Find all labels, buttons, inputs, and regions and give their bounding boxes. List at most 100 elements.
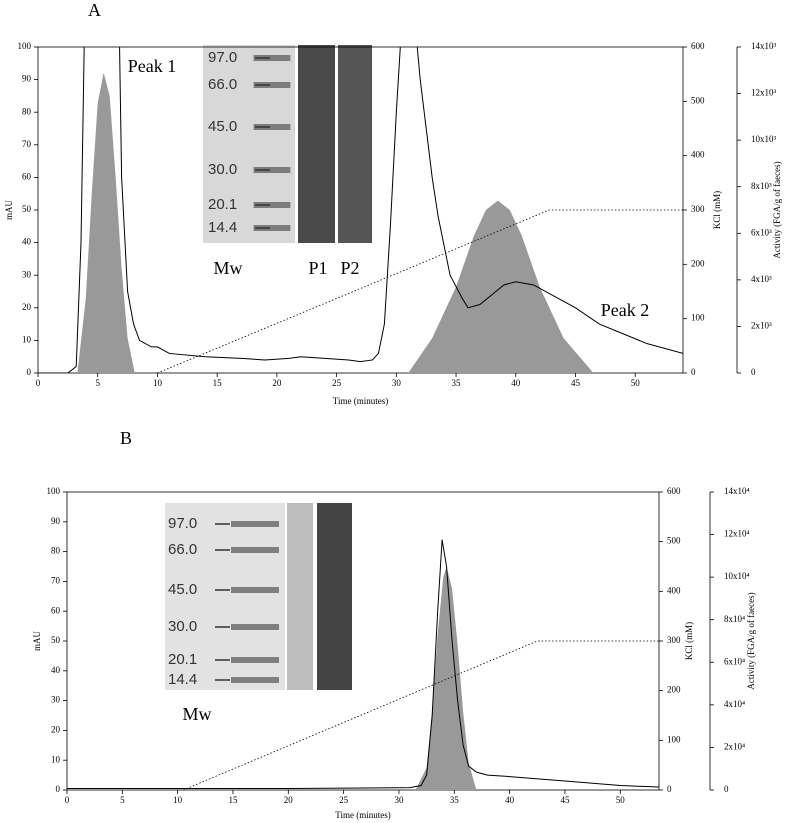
- x-tick-label: 40: [505, 795, 515, 805]
- y2-tick-label: 300: [667, 635, 681, 645]
- y-tick-label: 50: [22, 204, 32, 214]
- absorbance-line: [38, 47, 683, 373]
- y-tick-label: 10: [51, 754, 61, 764]
- gel-lane: [298, 45, 335, 243]
- y3-tick-label: 2x10⁴: [724, 741, 745, 751]
- x-tick-label: 35: [452, 378, 462, 388]
- x-tick-label: 40: [511, 378, 521, 388]
- panel-label: B: [120, 428, 132, 448]
- y3-tick-label: 4x10³: [751, 274, 772, 284]
- gel-marker-label: 14.4: [208, 219, 237, 236]
- y3-axis-title: Activity (FGA/g of faeces): [772, 161, 782, 258]
- y-tick-label: 40: [22, 237, 32, 247]
- x-tick-label: 0: [36, 378, 41, 388]
- y3-tick-label: 0: [751, 367, 756, 377]
- y2-tick-label: 0: [667, 784, 672, 794]
- y2-axis-title: KCl (mM): [712, 191, 722, 229]
- x-tick-label: 10: [153, 378, 163, 388]
- x-tick-label: 35: [450, 795, 460, 805]
- y2-tick-label: 200: [691, 258, 705, 268]
- gel-lane-label: P1: [308, 258, 327, 278]
- y2-tick-label: 600: [667, 486, 681, 496]
- y-tick-label: 30: [51, 695, 61, 705]
- gel-lane: [338, 45, 372, 243]
- y3-tick-label: 8x10³: [751, 181, 772, 191]
- y-tick-label: 80: [22, 106, 32, 116]
- gel-lane-label: Mw: [182, 704, 211, 724]
- x-tick-label: 25: [339, 795, 349, 805]
- y3-tick-label: 14x10⁴: [724, 486, 750, 496]
- x-tick-label: 30: [392, 378, 402, 388]
- y-tick-label: 20: [51, 724, 61, 734]
- y-tick-label: 70: [51, 575, 61, 585]
- y2-tick-label: 100: [667, 734, 681, 744]
- gel-band: [231, 677, 279, 683]
- gel-band: [231, 657, 279, 663]
- y3-tick-label: 14x10³: [751, 41, 777, 51]
- gel-band: [253, 82, 291, 88]
- gel-band: [253, 167, 291, 173]
- y3-tick-label: 10x10⁴: [724, 571, 750, 581]
- gel-lane: [203, 45, 295, 243]
- x-tick-label: 5: [95, 378, 100, 388]
- gel-marker-label: 30.0: [208, 161, 237, 178]
- absorbance-line: [67, 539, 659, 790]
- y-tick-label: 70: [22, 139, 32, 149]
- plot-area: [38, 47, 683, 373]
- gel-marker-label: 45.0: [168, 581, 197, 598]
- gel-lane-label: P2: [340, 258, 359, 278]
- plot-area: [67, 539, 659, 790]
- y-tick-label: 100: [18, 41, 32, 51]
- gel-band: [253, 55, 291, 61]
- gel-marker-label: 14.4: [168, 671, 197, 688]
- gel-marker-label: 97.0: [208, 49, 237, 66]
- x-tick-label: 50: [631, 378, 641, 388]
- y2-tick-label: 100: [691, 313, 705, 323]
- gel-band: [253, 124, 291, 130]
- gel-lane-label: Mw: [213, 258, 242, 278]
- x-tick-label: 0: [65, 795, 70, 805]
- y3-axis-title: Activity (FGA/g of faeces): [746, 592, 756, 689]
- x-axis-title: Time (minutes): [333, 396, 388, 406]
- y3-tick-label: 0: [724, 784, 729, 794]
- y-axis-title: mAU: [32, 631, 42, 652]
- y2-tick-label: 400: [691, 150, 705, 160]
- x-tick-label: 30: [394, 795, 404, 805]
- gel-marker-label: 45.0: [208, 118, 237, 135]
- y-tick-label: 40: [51, 665, 61, 675]
- y2-axis-title: KCl (mM): [684, 622, 694, 660]
- y-tick-label: 60: [51, 605, 61, 615]
- gel-marker-label: 20.1: [168, 651, 197, 668]
- gel-band: [253, 202, 291, 208]
- y-tick-label: 90: [51, 516, 61, 526]
- gel-band: [231, 521, 279, 527]
- y3-tick-label: 12x10³: [751, 88, 777, 98]
- y3-tick-label: 6x10⁴: [724, 656, 745, 666]
- x-tick-label: 45: [571, 378, 581, 388]
- peak-annotation: Peak 1: [128, 56, 177, 76]
- y2-tick-label: 400: [667, 585, 681, 595]
- y3-tick-label: 12x10⁴: [724, 529, 750, 539]
- activity-area: [415, 566, 477, 790]
- x-axis-title: Time (minutes): [335, 810, 390, 820]
- y2-tick-label: 300: [691, 204, 705, 214]
- gel-band: [231, 624, 279, 630]
- y-tick-label: 60: [22, 171, 32, 181]
- gel-marker-label: 97.0: [168, 515, 197, 532]
- x-tick-label: 15: [213, 378, 223, 388]
- y3-tick-label: 6x10³: [751, 227, 772, 237]
- x-tick-label: 25: [332, 378, 342, 388]
- y-tick-label: 80: [51, 546, 61, 556]
- y-tick-label: 30: [22, 269, 32, 279]
- gel-lane: [317, 503, 352, 690]
- y3-tick-label: 4x10⁴: [724, 699, 745, 709]
- gel-band: [253, 225, 291, 231]
- y2-tick-label: 600: [691, 41, 705, 51]
- y-tick-label: 50: [51, 635, 61, 645]
- y3-tick-label: 2x10³: [751, 320, 772, 330]
- y2-tick-label: 0: [691, 367, 696, 377]
- x-tick-label: 20: [272, 378, 282, 388]
- y2-tick-label: 500: [691, 95, 705, 105]
- x-tick-label: 5: [120, 795, 125, 805]
